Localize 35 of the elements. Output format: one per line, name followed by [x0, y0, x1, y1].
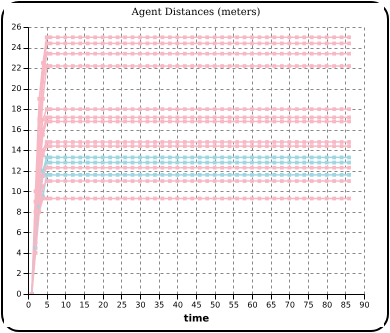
- x-tick-label: 10: [60, 300, 71, 310]
- y-tick-label: 18: [11, 104, 22, 114]
- y-tick-label: 14: [11, 146, 22, 155]
- y-tick-label: 26: [11, 22, 22, 32]
- x-tick-label: 80: [322, 300, 332, 310]
- y-tick-label: 4: [16, 248, 22, 258]
- y-tick-label: 12: [11, 166, 22, 176]
- y-tick-label: 8: [16, 207, 22, 216]
- y-tick-label: 22: [11, 64, 22, 73]
- x-tick-label: 45: [191, 300, 202, 310]
- x-tick-label: 85: [340, 300, 351, 310]
- x-tick-label: 25: [116, 300, 127, 310]
- x-axis-title: time: [184, 314, 210, 324]
- x-tick-label: 40: [172, 300, 183, 310]
- y-tick-label: 2: [16, 268, 22, 278]
- x-tick-label: 35: [154, 300, 164, 310]
- x-tick-label: 50: [210, 300, 220, 310]
- x-tick-label: 30: [135, 300, 146, 310]
- x-tick-label: 65: [266, 300, 276, 310]
- y-tick-label: 0: [16, 290, 22, 298]
- x-tick-label: 5: [44, 300, 50, 310]
- y-tick-label: 6: [16, 228, 22, 237]
- x-tick-label: 55: [228, 300, 239, 310]
- x-tick-label: 75: [303, 300, 314, 310]
- x-tick-label: 0: [26, 300, 32, 310]
- x-tick-label: 90: [359, 300, 370, 310]
- y-tick-label: 20: [11, 84, 22, 94]
- x-tick-label: 60: [247, 300, 258, 310]
- x-tick-label: 20: [98, 300, 108, 310]
- x-tick-label: 15: [79, 300, 90, 310]
- x-tick-label: 70: [284, 300, 295, 310]
- y-tick-label: 16: [11, 125, 22, 134]
- y-tick-label: 24: [11, 43, 22, 52]
- y-tick-label: 10: [11, 186, 22, 196]
- chart-title: Agent Distances (meters): [130, 7, 261, 18]
